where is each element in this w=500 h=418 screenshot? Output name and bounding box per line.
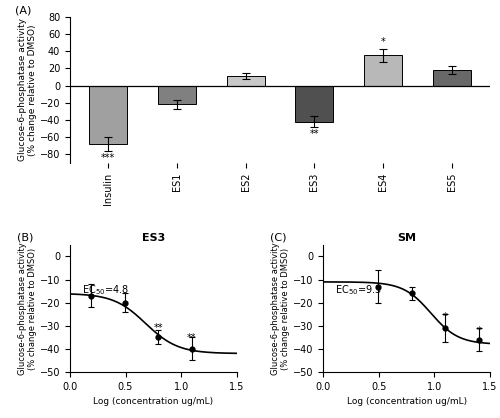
Text: *: * — [476, 326, 481, 336]
Text: ***: *** — [101, 153, 115, 163]
Y-axis label: Glucose-6-phosphatase activity
(% change relative to DMSO): Glucose-6-phosphatase activity (% change… — [18, 18, 37, 161]
Text: EC$_{50}$=9.3: EC$_{50}$=9.3 — [335, 283, 382, 297]
Text: (C): (C) — [270, 232, 286, 242]
Text: **: ** — [154, 324, 163, 334]
Title: ES3: ES3 — [142, 233, 165, 243]
Text: (A): (A) — [16, 5, 32, 15]
Text: **: ** — [187, 333, 196, 343]
X-axis label: Log (concentration ug/mL): Log (concentration ug/mL) — [346, 397, 467, 406]
Y-axis label: Glucose-6-phosphatase activity
(% change relative to DMSO): Glucose-6-phosphatase activity (% change… — [18, 242, 37, 375]
Text: **: ** — [310, 129, 319, 139]
X-axis label: Log (concentration ug/mL): Log (concentration ug/mL) — [94, 397, 214, 406]
Bar — [89, 86, 127, 144]
Bar — [226, 76, 264, 86]
Text: (B): (B) — [16, 232, 33, 242]
Bar — [364, 56, 402, 86]
Title: SM: SM — [397, 233, 416, 243]
Text: EC$_{50}$=4.8: EC$_{50}$=4.8 — [82, 283, 128, 297]
Bar — [158, 86, 196, 104]
Text: *: * — [443, 312, 448, 322]
Bar — [433, 70, 471, 86]
Bar — [296, 86, 334, 122]
Text: *: * — [381, 37, 386, 47]
Y-axis label: Glucose-6-phosphatase activity
(% change relative to DMSO): Glucose-6-phosphatase activity (% change… — [271, 242, 290, 375]
